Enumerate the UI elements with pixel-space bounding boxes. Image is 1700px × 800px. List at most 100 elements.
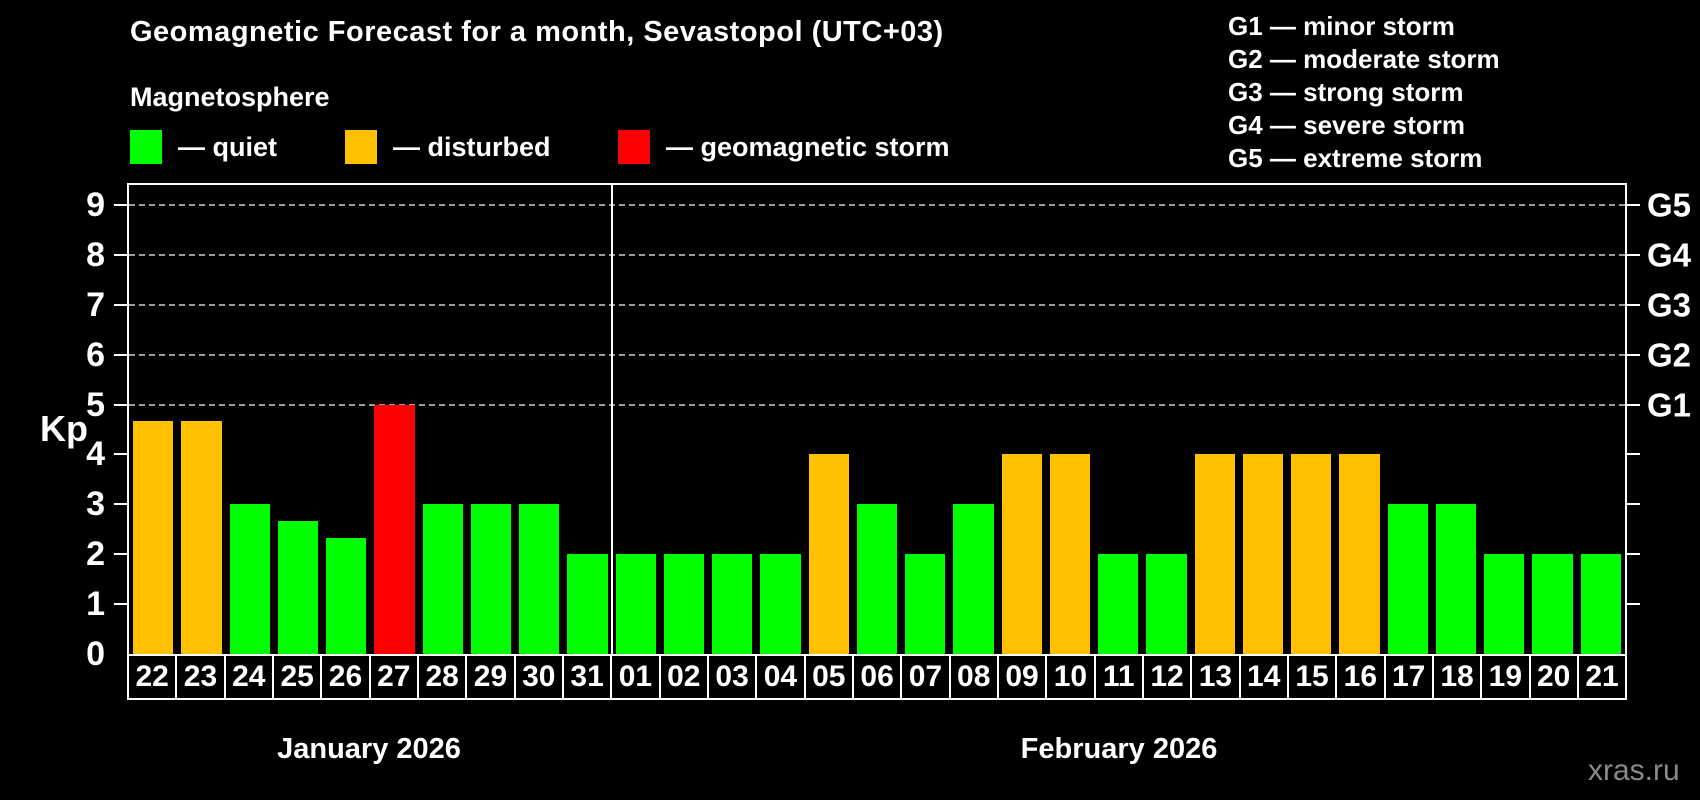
bar-fill-quiet <box>1484 554 1525 654</box>
day-label-12: 12 <box>1141 654 1193 700</box>
bar-day-16 <box>1335 454 1383 654</box>
bar-day-13 <box>1191 454 1239 654</box>
bar-day-27 <box>370 404 418 654</box>
quiet-color-swatch <box>130 130 162 164</box>
day-label-21: 21 <box>1576 654 1628 700</box>
day-label-16: 16 <box>1335 654 1386 700</box>
bar-day-14 <box>1239 454 1287 654</box>
bar-day-30 <box>515 504 563 654</box>
y-tick-left-9 <box>114 203 127 206</box>
bar-day-08 <box>949 504 997 654</box>
legend-item-disturbed: — disturbed <box>345 130 551 164</box>
plot-area: 0 1 2 3 4 5 6 7 8 9 G1 G2 G3 G4 G5 <box>86 183 1691 671</box>
y-tick-label-3: 3 <box>86 485 105 524</box>
bar-day-25 <box>274 520 322 654</box>
bar-fill-disturbed <box>1049 454 1091 654</box>
y-tick-right-2 <box>1627 553 1640 556</box>
storm-scale-g5: G5 — extreme storm <box>1228 143 1483 173</box>
legend-label-quiet: — quiet <box>178 131 277 162</box>
y-tick-left-3 <box>114 503 127 506</box>
y-tick-label-4: 4 <box>86 435 105 474</box>
bar-fill-storm <box>374 404 415 654</box>
y-tick-left-7 <box>114 303 127 306</box>
bar-fill-quiet <box>1435 504 1477 654</box>
bar-fill-quiet <box>953 504 994 654</box>
magnetosphere-label: Magnetosphere <box>130 82 330 112</box>
y-tick-right-3 <box>1627 503 1640 506</box>
day-label-18: 18 <box>1431 654 1483 700</box>
y-tick-left-2 <box>114 553 127 556</box>
month-label-february: February 2026 <box>1020 733 1218 765</box>
bar-fill-quiet <box>229 504 270 654</box>
y-tick-right-9 <box>1627 203 1640 206</box>
day-label-14: 14 <box>1238 654 1289 700</box>
bar-fill-quiet <box>519 504 560 654</box>
day-label-26: 26 <box>320 654 371 700</box>
y-tick-label-2: 2 <box>86 535 105 574</box>
legend-item-quiet: — quiet <box>130 130 277 164</box>
bar-fill-quiet <box>326 537 367 654</box>
y-tick-right-7 <box>1627 303 1640 306</box>
bar-fill-quiet <box>1146 554 1187 654</box>
y-tick-right-1 <box>1627 603 1640 606</box>
y-tick-label-7: 7 <box>86 285 105 324</box>
y-tick-left-6 <box>114 353 127 356</box>
legend-label-disturbed: — disturbed <box>393 131 551 162</box>
page-title: Geomagnetic Forecast for a month, Sevast… <box>130 16 944 48</box>
bar-fill-quiet <box>856 504 898 654</box>
day-label-07: 07 <box>900 654 951 700</box>
bar-fill-disturbed <box>1339 454 1380 654</box>
y-tick-left-5 <box>114 403 127 406</box>
bar-fill-disturbed <box>808 454 849 654</box>
bar-day-02 <box>660 554 708 654</box>
bar-day-04 <box>756 554 804 654</box>
bar-fill-disturbed <box>1001 454 1042 654</box>
day-label-31: 31 <box>561 654 613 700</box>
bar-day-03 <box>708 554 756 654</box>
y-tick-label-9: 9 <box>86 185 105 224</box>
bar-fill-disturbed <box>133 421 174 654</box>
day-label-02: 02 <box>658 654 709 700</box>
bar-fill-quiet <box>470 504 512 654</box>
y-tick-label-5: 5 <box>86 385 105 424</box>
month-divider-line <box>610 185 613 654</box>
day-label-23: 23 <box>175 654 226 700</box>
day-label-15: 15 <box>1286 654 1338 700</box>
bar-day-24 <box>226 504 274 654</box>
bar-fill-disturbed <box>1291 454 1332 654</box>
bar-fill-quiet <box>615 554 656 654</box>
bar-fill-quiet <box>1580 554 1621 654</box>
bar-fill-disturbed <box>181 421 222 654</box>
y-tick-label-1: 1 <box>86 585 105 624</box>
storm-scale-g1: G1 — minor storm <box>1228 11 1455 41</box>
bar-fill-quiet <box>1387 504 1428 654</box>
bar-fill-quiet <box>567 554 608 654</box>
day-label-row: 22 23 24 25 26 27 28 29 30 31 01 02 03 04 05 06 07 08 09 10… <box>127 654 1628 700</box>
day-label-03: 03 <box>706 654 758 700</box>
day-label-30: 30 <box>513 654 564 700</box>
bar-day-28 <box>419 504 467 654</box>
bar-fill-quiet <box>905 554 946 654</box>
bar-day-01 <box>612 554 660 654</box>
day-label-11: 11 <box>1093 654 1144 700</box>
watermark-xras: xras.ru <box>1588 754 1680 787</box>
bar-day-22 <box>129 421 177 654</box>
day-label-01: 01 <box>610 654 661 700</box>
bar-day-06 <box>853 504 901 654</box>
month-label-january: January 2026 <box>277 733 461 765</box>
bar-day-12 <box>1142 554 1190 654</box>
bar-fill-quiet <box>760 554 801 654</box>
bar-fill-quiet <box>1532 554 1573 654</box>
y-tick-left-8 <box>114 253 127 256</box>
disturbed-color-swatch <box>345 130 377 164</box>
y-tick-left-4 <box>114 453 127 456</box>
y-tick-label-8: 8 <box>86 235 105 274</box>
storm-scale-g2: G2 — moderate storm <box>1228 44 1500 74</box>
storm-color-swatch <box>618 130 650 164</box>
gridline-kp-5 <box>129 403 1625 406</box>
bar-fill-quiet <box>712 554 753 654</box>
y-tick-right-5 <box>1627 403 1640 406</box>
bar-day-10 <box>1046 454 1094 654</box>
bar-day-11 <box>1094 554 1142 654</box>
bar-fill-disturbed <box>1194 454 1235 654</box>
